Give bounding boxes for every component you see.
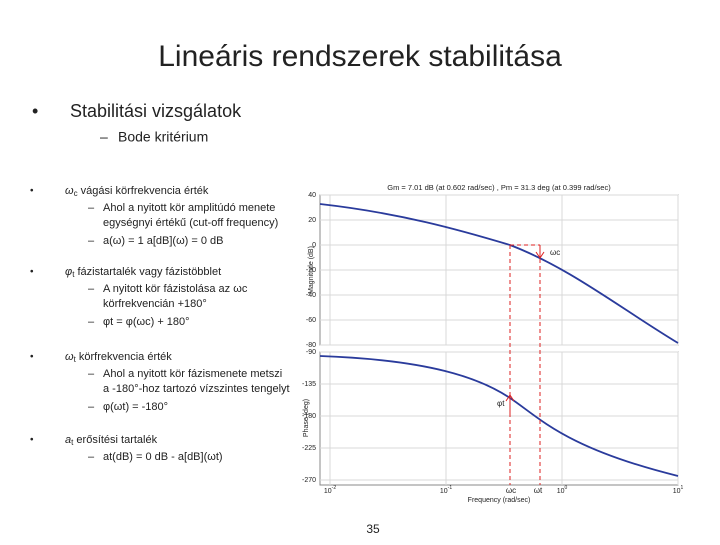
- bullet-dot: •: [32, 101, 38, 121]
- tick-exp: -2: [332, 485, 337, 491]
- dash: –: [88, 283, 95, 295]
- dash: –: [88, 235, 95, 247]
- point-text: körfrekvencia érték: [76, 351, 172, 363]
- item-text: Ahol a nyitott kör fázismenete metszi: [103, 368, 282, 380]
- annotation: φt: [497, 399, 505, 408]
- x-tick-label: 10-1: [440, 485, 452, 495]
- tick-base: 10: [673, 488, 681, 495]
- item-text: körfrekvencián +180°: [103, 298, 207, 310]
- dash: –: [88, 202, 95, 214]
- dash: –: [88, 401, 95, 413]
- y-tick-label: -80: [306, 342, 316, 349]
- phase-label: Phase (deg): [303, 399, 310, 437]
- item-text: a(ω) = 1 a[dB](ω) = 0 dB: [103, 235, 224, 247]
- symbol: a: [65, 434, 71, 446]
- point-text: vágási körfrekvencia érték: [78, 185, 209, 197]
- y-tick-label: 20: [308, 217, 316, 224]
- y-tick-label: -60: [306, 317, 316, 324]
- slide-title: Lineáris rendszerek stabilitása: [158, 40, 562, 73]
- bode-plot: 40200-20-40-60-80-90-135-180-225-27010-2…: [302, 183, 684, 504]
- symbol: ω: [65, 185, 74, 197]
- bode-title: Gm = 7.01 dB (at 0.602 rad/sec) , Pm = 3…: [387, 183, 611, 192]
- y-tick-label: -225: [302, 445, 316, 452]
- item-text: a -180°-hoz tartozó vízszintes tengelyt: [103, 383, 290, 395]
- bullet: Stabilitási vizsgálatok: [70, 101, 242, 121]
- dash: –: [88, 451, 95, 463]
- x-tick-label: 10-2: [324, 485, 336, 495]
- x-tick-label: 101: [673, 485, 684, 495]
- annotation: ωt: [534, 486, 543, 495]
- gain-arrow: [535, 245, 545, 259]
- point-heading: ωt körfrekvencia érték: [65, 351, 172, 364]
- dash: –: [88, 316, 95, 328]
- item-text: egységnyi értékű (cut-off frequency): [103, 217, 278, 229]
- y-tick-label: -180: [302, 413, 316, 420]
- item-text: A nyitott kör fázistolása az ωc: [103, 283, 248, 295]
- point-text: fázistartalék vagy fázistöbblet: [74, 266, 221, 278]
- tick-exp: 1: [681, 485, 684, 491]
- y-tick-label: -135: [302, 381, 316, 388]
- tick-exp: 0: [565, 485, 568, 491]
- item-text: at(dB) = 0 dB - a[dB](ωt): [103, 451, 223, 463]
- tick-base: 10: [324, 488, 332, 495]
- y-tick-label: 40: [308, 192, 316, 199]
- annotation: ωc: [506, 486, 516, 495]
- item-text: φt = φ(ωc) + 180°: [103, 316, 190, 328]
- phase-arrow: [505, 394, 515, 415]
- tick-base: 10: [557, 488, 565, 495]
- tick-exp: -1: [448, 485, 453, 491]
- point-heading: ωc vágási körfrekvencia érték: [65, 185, 209, 198]
- dash: –: [88, 368, 95, 380]
- item-text: Ahol a nyitott kör amplitúdó menete: [103, 202, 275, 214]
- y-tick-label: -40: [306, 292, 316, 299]
- annotation: ωc: [550, 248, 560, 257]
- bullet-dot: •: [30, 352, 34, 363]
- point-text: erősítési tartalék: [73, 434, 157, 446]
- grid: 40200-20-40-60-80-90-135-180-225-27010-2…: [302, 192, 684, 495]
- y-tick-label: 0: [312, 242, 316, 249]
- sub-bullet: Bode kritérium: [118, 129, 208, 145]
- subscript: t: [71, 438, 74, 447]
- subscript: t: [74, 355, 77, 364]
- phase-panel: [319, 351, 679, 486]
- y-tick-label: -20: [306, 267, 316, 274]
- x-tick-label: 100: [557, 485, 568, 495]
- x-label: Frequency (rad/sec): [468, 497, 531, 504]
- symbol: ω: [65, 351, 74, 363]
- item-text: φ(ωt) = -180°: [103, 401, 168, 413]
- bullet-dot: •: [30, 186, 34, 197]
- dash: –: [100, 129, 108, 145]
- y-tick-label: -270: [302, 477, 316, 484]
- point-heading: φt fázistartalék vagy fázistöbblet: [65, 266, 221, 279]
- symbol: φ: [65, 266, 72, 278]
- subscript: c: [74, 189, 78, 198]
- point-heading: at erősítési tartalék: [65, 434, 158, 447]
- page-number: 35: [366, 522, 380, 536]
- tick-base: 10: [440, 488, 448, 495]
- left-column: • ωc vágási körfrekvencia érték– Ahol a ny…: [30, 185, 290, 463]
- bullet-dot: •: [30, 267, 34, 278]
- magnitude-label: Magnitude (dB): [308, 246, 315, 294]
- y-tick-label: -90: [306, 349, 316, 356]
- bullet-dot: •: [30, 435, 34, 446]
- subscript: t: [72, 270, 75, 279]
